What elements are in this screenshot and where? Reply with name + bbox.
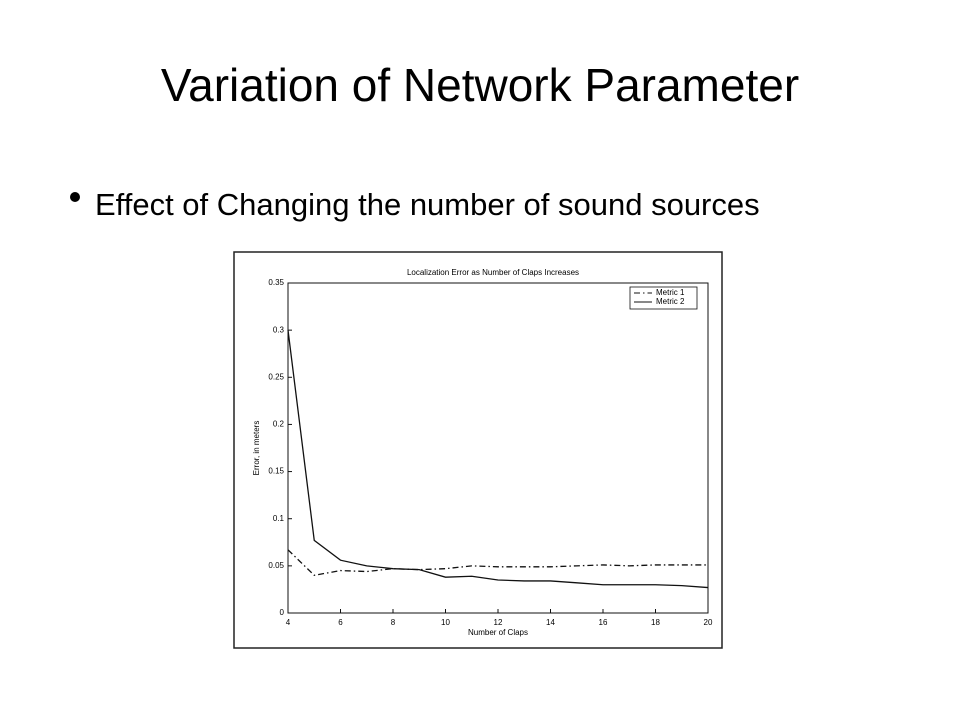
x-tick-label: 18 <box>651 618 660 627</box>
x-tick-label: 16 <box>599 618 608 627</box>
y-tick-label: 0.35 <box>268 278 284 287</box>
x-tick-label: 6 <box>338 618 343 627</box>
bullet-dot <box>70 192 80 202</box>
x-tick-label: 10 <box>441 618 450 627</box>
series-line <box>287 330 709 589</box>
x-axis-label: Number of Claps <box>468 628 528 637</box>
slide-title: Variation of Network Parameter <box>160 59 800 111</box>
y-tick-label: 0.15 <box>268 467 284 476</box>
legend-label: Metric 2 <box>656 297 685 306</box>
series-line <box>287 549 708 576</box>
y-tick-label: 0 <box>280 608 285 617</box>
chart-title: Localization Error as Number of Claps In… <box>407 268 579 277</box>
y-tick-label: 0.1 <box>273 514 285 523</box>
y-axis-label: Error, in meters <box>252 421 261 476</box>
x-tick-label: 12 <box>494 618 503 627</box>
chart-frame <box>233 251 723 649</box>
x-tick-label: 14 <box>546 618 555 627</box>
x-tick-label: 4 <box>286 618 291 627</box>
bullet-text: Effect of Changing the number of sound s… <box>95 187 760 222</box>
legend-label: Metric 1 <box>656 288 685 297</box>
legend-box <box>629 286 698 310</box>
y-tick-label: 0.25 <box>268 372 284 381</box>
y-tick-label: 0.05 <box>268 561 284 570</box>
x-tick-label: 20 <box>704 618 713 627</box>
x-tick-label: 8 <box>391 618 396 627</box>
y-tick-label: 0.3 <box>273 325 285 334</box>
y-tick-label: 0.2 <box>273 420 285 429</box>
